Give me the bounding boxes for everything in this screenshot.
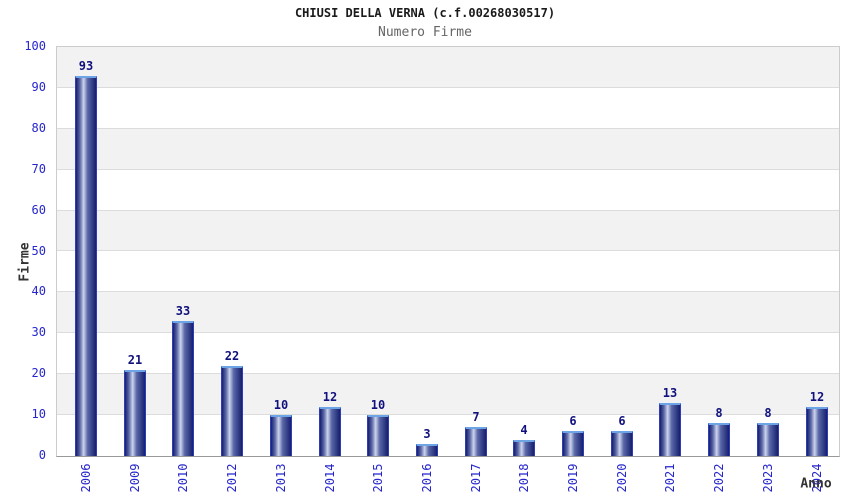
bar-2022 <box>708 423 730 456</box>
x-tick-label: 2014 <box>323 463 337 493</box>
x-tick-label: 2023 <box>761 463 775 493</box>
bar-2024 <box>806 407 828 456</box>
bar-value-label: 4 <box>520 423 528 437</box>
bar-2012 <box>221 366 243 456</box>
bar-value-label: 6 <box>618 414 626 428</box>
bar-2016 <box>416 444 438 456</box>
bar-value-label: 10 <box>370 398 386 412</box>
x-tick-label: 2021 <box>663 463 677 493</box>
x-axis-title: Anno <box>800 476 832 492</box>
grid-band <box>57 251 839 293</box>
bar-2018 <box>513 440 535 456</box>
bar-value-label: 13 <box>662 386 678 400</box>
grid-band <box>57 210 839 252</box>
bar-2014 <box>319 407 341 456</box>
bar-value-label: 8 <box>715 406 723 420</box>
bar-value-label: 6 <box>569 414 577 428</box>
y-tick-label: 20 <box>31 366 46 381</box>
bar-2010 <box>172 321 194 456</box>
bar-value-label: 8 <box>764 406 772 420</box>
bar-2020 <box>611 431 633 456</box>
bar-2006 <box>75 76 97 456</box>
bar-value-label: 7 <box>472 410 480 424</box>
x-tick-label: 2013 <box>274 463 288 493</box>
grid-band <box>57 47 839 88</box>
grid-band <box>57 128 839 170</box>
x-tick-label: 2006 <box>79 463 93 493</box>
bar-2009 <box>124 370 146 456</box>
y-tick-label: 0 <box>38 448 46 462</box>
x-tick-label: 2015 <box>371 463 385 493</box>
y-tick-label: 50 <box>31 243 46 258</box>
x-tick-label: 2017 <box>469 463 483 493</box>
plot-area <box>56 46 840 457</box>
bar-value-label: 21 <box>127 353 143 367</box>
y-tick-label: 90 <box>31 79 46 94</box>
y-tick-label: 80 <box>31 120 46 135</box>
x-tick-label: 2020 <box>615 463 629 493</box>
bar-2023 <box>757 423 779 456</box>
bar-2017 <box>465 427 487 456</box>
bar-value-label: 12 <box>322 390 338 404</box>
x-tick-label: 2010 <box>176 463 190 493</box>
bar-value-label: 3 <box>423 427 431 441</box>
chart-title: CHIUSI DELLA VERNA (c.f.00268030517) <box>294 6 556 20</box>
bar-2019 <box>562 431 584 456</box>
y-tick-label: 30 <box>31 325 46 340</box>
bar-value-label: 12 <box>809 390 825 404</box>
x-tick-label: 2016 <box>420 463 434 493</box>
bar-value-label: 10 <box>273 398 289 412</box>
bar-2021 <box>659 403 681 456</box>
x-tick-label: 2022 <box>712 463 726 493</box>
bar-2013 <box>270 415 292 456</box>
y-tick-label: 60 <box>31 202 46 217</box>
bar-value-label: 93 <box>78 59 94 73</box>
grid-band <box>57 87 839 129</box>
x-tick-label: 2012 <box>225 463 239 493</box>
chart-subtitle: Numero Firme <box>378 25 472 40</box>
bar-value-label: 33 <box>175 304 191 318</box>
x-tick-label: 2009 <box>128 463 142 493</box>
y-tick-label: 70 <box>31 161 46 176</box>
grid-band <box>57 169 839 211</box>
bar-value-label: 22 <box>224 349 240 363</box>
x-tick-label: 2018 <box>517 463 531 493</box>
x-tick-label: 2019 <box>566 463 580 493</box>
bar-2015 <box>367 415 389 456</box>
y-tick-label: 40 <box>31 284 46 299</box>
y-tick-label: 100 <box>24 39 46 53</box>
y-tick-label: 10 <box>31 407 46 422</box>
